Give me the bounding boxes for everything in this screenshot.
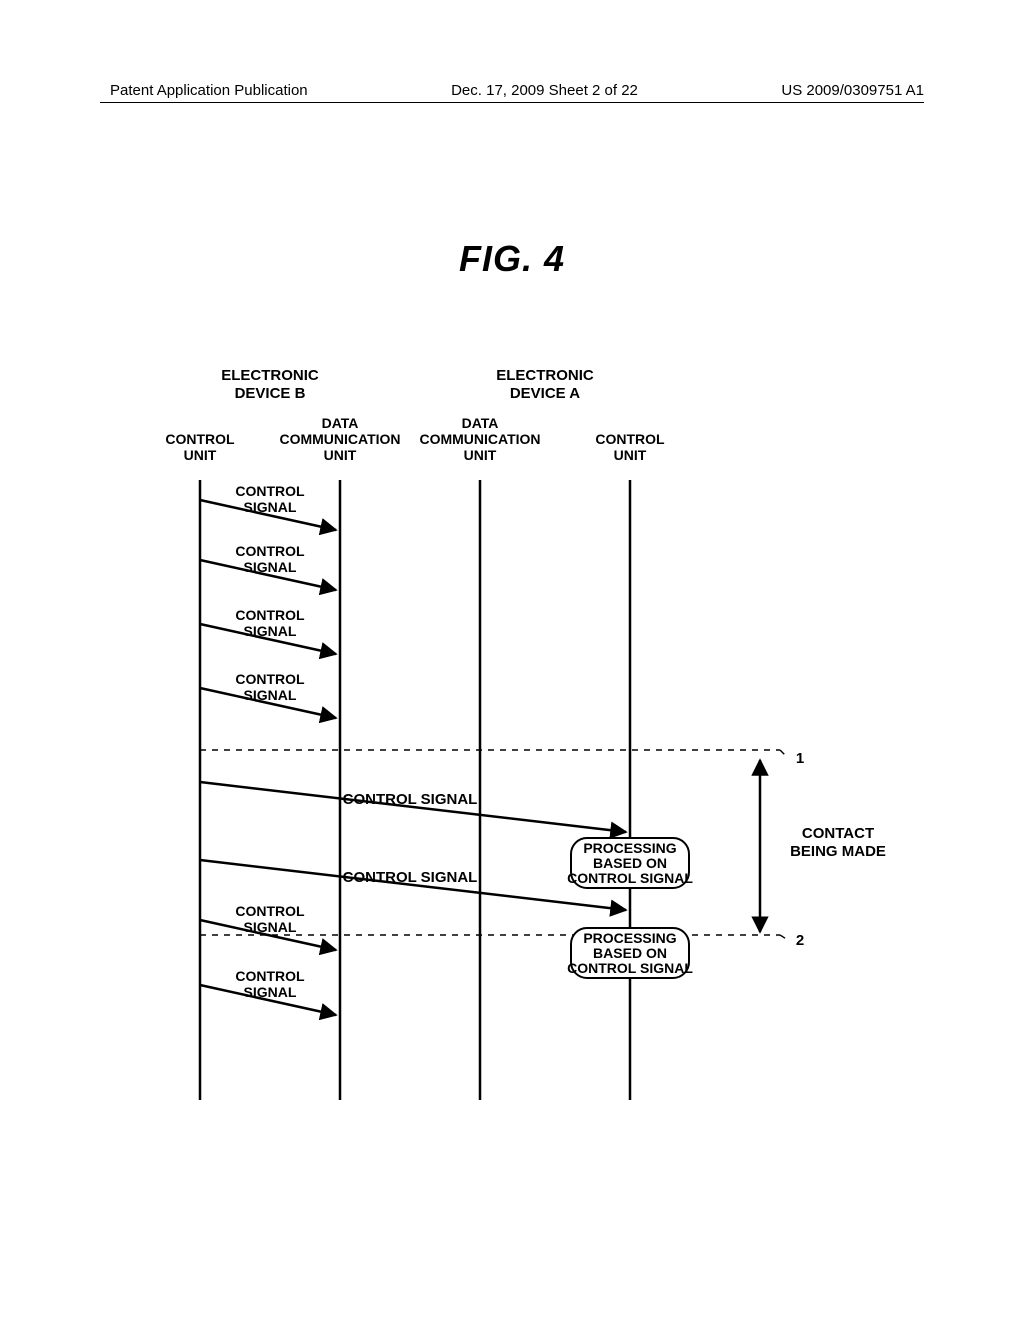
svg-text:CONTACT: CONTACT [802, 825, 874, 842]
svg-text:CONTROL SIGNAL: CONTROL SIGNAL [567, 960, 693, 976]
sequence-diagram: ELECTRONICDEVICE BELECTRONICDEVICE ACONT… [0, 0, 1024, 1320]
svg-text:CONTROL: CONTROL [595, 431, 665, 447]
svg-text:CONTROL: CONTROL [235, 543, 305, 559]
svg-text:CONTROL SIGNAL: CONTROL SIGNAL [567, 870, 693, 886]
svg-text:CONTROL SIGNAL: CONTROL SIGNAL [343, 791, 478, 808]
svg-text:UNIT: UNIT [324, 447, 357, 463]
svg-text:BASED ON: BASED ON [593, 945, 667, 961]
svg-text:UNIT: UNIT [464, 447, 497, 463]
svg-text:SIGNAL: SIGNAL [244, 559, 297, 575]
svg-text:UNIT: UNIT [184, 447, 217, 463]
svg-text:1: 1 [796, 750, 804, 767]
svg-text:PROCESSING: PROCESSING [583, 930, 676, 946]
svg-text:DEVICE B: DEVICE B [235, 385, 306, 402]
svg-text:UNIT: UNIT [614, 447, 647, 463]
diagram: ELECTRONICDEVICE BELECTRONICDEVICE ACONT… [0, 0, 1024, 1320]
svg-text:SIGNAL: SIGNAL [244, 499, 297, 515]
svg-text:COMMUNICATION: COMMUNICATION [419, 431, 540, 447]
svg-text:PROCESSING: PROCESSING [583, 840, 676, 856]
svg-text:SIGNAL: SIGNAL [244, 687, 297, 703]
svg-text:COMMUNICATION: COMMUNICATION [279, 431, 400, 447]
svg-text:DEVICE A: DEVICE A [510, 385, 580, 402]
svg-text:CONTROL: CONTROL [235, 607, 305, 623]
svg-text:CONTROL: CONTROL [235, 671, 305, 687]
svg-text:SIGNAL: SIGNAL [244, 623, 297, 639]
svg-text:SIGNAL: SIGNAL [244, 984, 297, 1000]
svg-text:ELECTRONIC: ELECTRONIC [221, 367, 319, 384]
svg-text:DATA: DATA [462, 415, 499, 431]
svg-text:BASED ON: BASED ON [593, 855, 667, 871]
svg-text:2: 2 [796, 932, 804, 949]
svg-text:SIGNAL: SIGNAL [244, 919, 297, 935]
svg-text:CONTROL: CONTROL [235, 903, 305, 919]
svg-text:CONTROL: CONTROL [235, 483, 305, 499]
svg-text:CONTROL: CONTROL [165, 431, 235, 447]
svg-text:DATA: DATA [322, 415, 359, 431]
svg-text:CONTROL: CONTROL [235, 968, 305, 984]
svg-text:BEING MADE: BEING MADE [790, 843, 886, 860]
svg-text:CONTROL SIGNAL: CONTROL SIGNAL [343, 869, 478, 886]
svg-text:ELECTRONIC: ELECTRONIC [496, 367, 594, 384]
